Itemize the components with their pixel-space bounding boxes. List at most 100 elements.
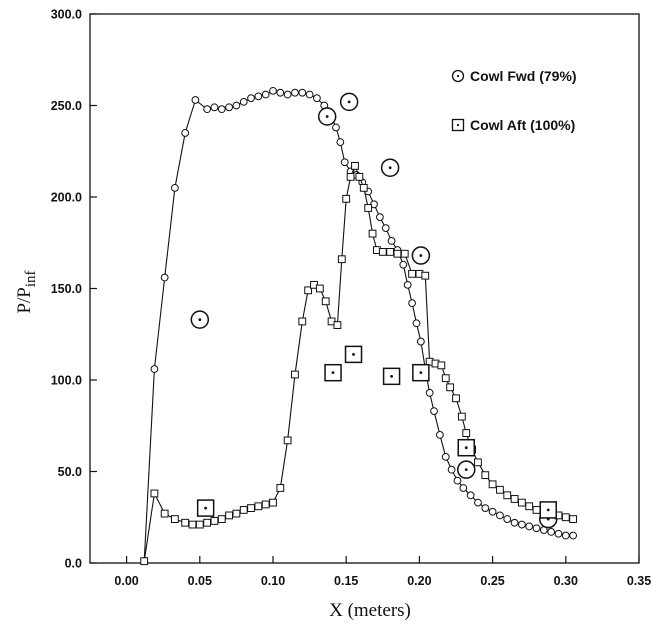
data-point-cowl-aft [247, 504, 255, 513]
data-point-cowl-fwd [210, 103, 219, 112]
x-tick-label: 0.35 [627, 574, 651, 588]
data-point-cowl-aft [298, 317, 307, 326]
data-point-cowl-aft [304, 286, 313, 295]
experimental-point-center [198, 318, 202, 322]
data-point-cowl-aft [386, 248, 395, 256]
data-point-cowl-fwd [481, 504, 490, 513]
data-point-cowl-aft [337, 255, 346, 264]
data-point-cowl-fwd [171, 183, 179, 192]
data-point-cowl-aft [217, 515, 226, 523]
data-point-cowl-aft [355, 172, 364, 181]
data-point-cowl-fwd [203, 105, 212, 114]
experimental-point-center [546, 508, 550, 512]
data-point-cowl-aft [393, 249, 402, 258]
data-point-cowl-fwd [525, 522, 534, 531]
data-point-cowl-fwd [261, 90, 270, 99]
data-point-cowl-fwd [408, 299, 416, 308]
data-point-cowl-fwd [547, 527, 556, 536]
data-point-cowl-fwd [160, 273, 169, 282]
data-point-cowl-aft [525, 502, 534, 511]
series-cowl-fwd [140, 86, 578, 566]
data-point-cowl-fwd [387, 237, 396, 245]
data-point-cowl-aft [321, 297, 330, 306]
y-tick-label: 250.0 [51, 99, 82, 113]
y-tick-label: 150.0 [51, 282, 82, 296]
x-tick-label: 0.10 [261, 574, 285, 588]
data-point-cowl-fwd [150, 365, 159, 373]
data-point-cowl-fwd [474, 498, 482, 507]
data-point-cowl-fwd [375, 213, 384, 222]
y-axis: 0.0 50.0 100.0 150.0 200.0 250.0 300.0 [51, 8, 97, 571]
data-point-cowl-aft [364, 204, 373, 212]
x-tick-label: 0.00 [114, 574, 138, 588]
data-point-cowl-aft [269, 498, 277, 507]
legend-label-cowl-aft: Cowl Aft (100%) [470, 117, 575, 133]
data-point-cowl-fwd [441, 452, 450, 461]
series-cowl-aft [140, 161, 578, 566]
data-point-cowl-aft [474, 458, 482, 467]
data-point-cowl-aft [346, 172, 355, 181]
y-axis-title: P/Pinf [14, 270, 39, 313]
data-point-cowl-fwd [496, 511, 504, 520]
experimental-point-center [347, 100, 351, 104]
plot-area-frame [89, 13, 640, 564]
data-point-cowl-aft [452, 394, 460, 403]
data-point-cowl-fwd [430, 407, 438, 416]
data-point-cowl-aft [181, 518, 190, 527]
x-axis: 0.00 0.05 0.10 0.15 0.20 0.25 0.30 0.35 [114, 556, 651, 588]
data-point-cowl-aft [291, 370, 299, 379]
data-point-cowl-aft [351, 161, 359, 170]
data-point-cowl-aft [517, 498, 526, 507]
data-point-cowl-fwd [569, 531, 578, 540]
data-point-cowl-fwd [399, 260, 408, 269]
data-point-cowl-fwd [191, 96, 200, 104]
data-point-cowl-fwd [435, 431, 444, 439]
data-point-cowl-fwd [283, 90, 292, 99]
data-point-cowl-fwd [276, 88, 285, 97]
experimental-point-center [352, 352, 355, 356]
y-tick-label: 50.0 [58, 465, 82, 479]
data-point-cowl-aft [532, 506, 541, 514]
experimental-point-center [464, 446, 468, 450]
data-point-cowl-aft [315, 284, 324, 293]
y-tick-label: 200.0 [51, 191, 82, 205]
data-point-cowl-fwd [225, 103, 233, 112]
data-point-cowl-fwd [298, 88, 307, 97]
data-point-cowl-fwd [181, 129, 190, 137]
data-point-cowl-aft [569, 515, 578, 523]
data-point-cowl-aft [150, 489, 159, 498]
y-axis-title-subscript: inf [23, 270, 39, 287]
data-point-cowl-fwd [336, 138, 345, 147]
data-point-cowl-aft [225, 511, 233, 520]
data-point-cowl-aft [160, 509, 169, 518]
data-point-cowl-fwd [269, 86, 277, 95]
data-point-cowl-aft [400, 249, 409, 258]
experimental-point-center [464, 468, 468, 472]
data-point-cowl-fwd [313, 94, 321, 103]
data-point-cowl-fwd [381, 224, 390, 233]
data-point-cowl-aft [140, 557, 149, 566]
legend-label-cowl-fwd: Cowl Fwd (79%) [470, 68, 577, 84]
data-point-cowl-aft [171, 515, 179, 523]
data-point-cowl-fwd [403, 280, 412, 289]
x-tick-label: 0.30 [554, 574, 578, 588]
data-point-cowl-fwd [254, 92, 263, 101]
data-point-cowl-aft [210, 517, 219, 525]
data-point-cowl-fwd [561, 531, 570, 540]
data-point-cowl-fwd [412, 319, 421, 328]
data-point-cowl-aft [195, 520, 204, 529]
data-point-cowl-aft [359, 183, 368, 192]
data-point-cowl-aft [446, 383, 455, 392]
y-tick-label: 300.0 [51, 8, 82, 22]
experimental-point-center [388, 166, 392, 170]
data-point-cowl-aft [510, 495, 519, 503]
data-point-cowl-fwd [517, 520, 526, 529]
data-point-cowl-aft [503, 491, 512, 500]
legend-marker-circle-dot [456, 74, 460, 78]
data-point-cowl-fwd [459, 484, 468, 492]
data-point-cowl-aft [496, 485, 504, 494]
data-point-cowl-aft [421, 271, 430, 280]
data-point-cowl-aft [342, 194, 351, 203]
data-point-cowl-fwd [503, 515, 512, 523]
